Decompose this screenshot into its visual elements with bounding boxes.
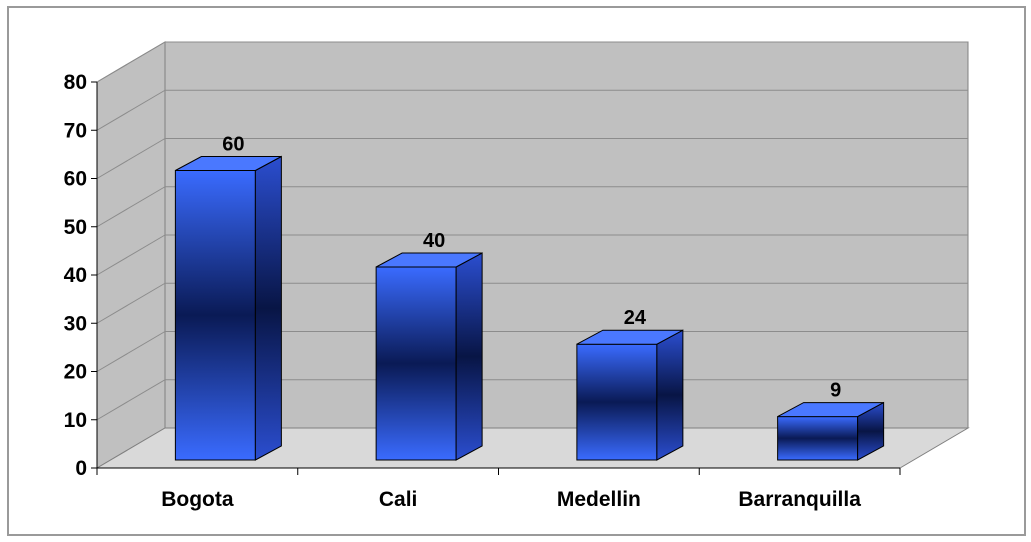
bar-side [254, 155, 282, 461]
data-label: 60 [222, 134, 244, 156]
bar-side [455, 252, 483, 461]
bar-front [174, 170, 256, 461]
gridline-side [96, 41, 166, 83]
bar-top [777, 402, 884, 418]
data-label: 9 [830, 380, 841, 402]
bar-front [375, 266, 457, 461]
y-tick-label: 50 [64, 216, 87, 239]
bar-top [576, 329, 684, 345]
y-tick-label: 80 [64, 71, 87, 94]
data-label: 24 [624, 307, 647, 329]
bar-top [175, 156, 282, 171]
labels: 0 10 20 30 40 50 60 70 80 60 Bogota 40 Cali 24 Medelli… [64, 71, 862, 511]
bar-top [375, 252, 483, 268]
gridline-side [96, 379, 166, 421]
y-tick-label: 0 [75, 457, 87, 480]
gridlines [96, 41, 968, 421]
bar-cali [375, 252, 483, 461]
bar-medellin [576, 329, 684, 461]
bar-barranquilla [777, 401, 885, 461]
gridline-side [96, 331, 166, 372]
x-tick-label: Medellin [557, 488, 641, 511]
bar-bogota [174, 155, 282, 461]
gridline-side [96, 282, 166, 324]
bar-front [576, 343, 658, 461]
x-tick-label: Cali [379, 488, 418, 511]
gridline-side [96, 234, 166, 276]
y-tick-label: 40 [64, 264, 87, 287]
bar-side [656, 329, 684, 461]
gridline-side [96, 89, 166, 131]
gridline-side [96, 186, 166, 228]
y-tick-label: 70 [64, 119, 87, 142]
gridline-side [96, 138, 166, 179]
x-tick-label: Barranquilla [738, 488, 861, 511]
bar-front [777, 416, 859, 461]
axes [91, 81, 901, 475]
x-tick-label: Bogota [161, 488, 234, 511]
y-tick-label: 10 [64, 409, 87, 432]
data-label: 40 [423, 230, 445, 252]
y-tick-label: 60 [64, 168, 87, 191]
y-tick-label: 30 [64, 312, 87, 335]
bars [174, 155, 885, 461]
y-tick-label: 20 [64, 361, 87, 384]
